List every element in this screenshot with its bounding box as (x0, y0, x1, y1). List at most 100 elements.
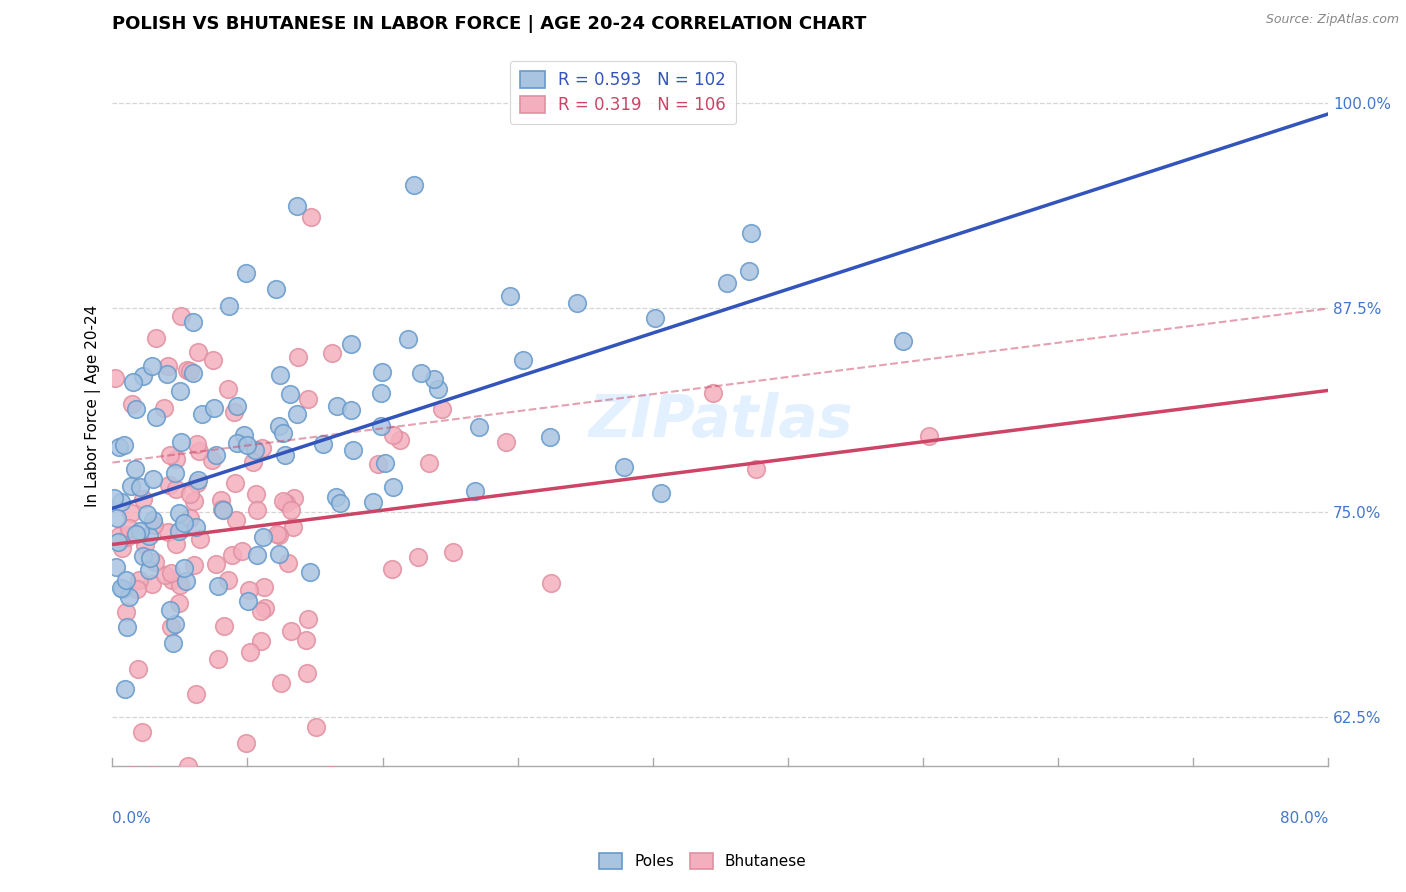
Point (204, 448, 226, 462)
Point (179, 511, 201, 525)
Point (118, 520, 141, 534)
Point (107, 440, 129, 454)
Point (188, 532, 211, 546)
Point (294, 633, 316, 648)
Point (246, 549, 269, 563)
Point (891, 334, 914, 349)
Point (267, 547, 290, 561)
Point (225, 436, 247, 450)
Point (138, 550, 160, 565)
Point (225, 513, 247, 527)
Point (105, 510, 128, 524)
Point (124, 527, 146, 541)
Point (111, 541, 134, 555)
Point (104, 371, 127, 385)
Point (135, 508, 157, 522)
Point (132, 549, 155, 563)
Point (179, 486, 201, 500)
Point (644, 311, 666, 326)
Point (202, 401, 225, 415)
Point (155, 567, 177, 582)
Point (167, 596, 190, 610)
Point (370, 419, 392, 434)
Point (371, 365, 394, 379)
Point (468, 420, 491, 434)
Point (157, 478, 180, 492)
Point (131, 724, 153, 739)
Point (165, 452, 187, 467)
Point (122, 375, 145, 389)
Point (209, 492, 232, 507)
Point (254, 601, 277, 615)
Point (187, 473, 209, 487)
Point (112, 438, 135, 452)
Point (280, 503, 302, 517)
Point (165, 617, 187, 632)
Point (179, 364, 201, 378)
Point (224, 404, 246, 418)
Point (129, 480, 152, 494)
Point (295, 665, 318, 680)
Point (103, 491, 125, 505)
Point (716, 277, 738, 291)
Point (702, 386, 724, 401)
Point (267, 418, 290, 433)
Point (167, 506, 190, 520)
Point (329, 495, 352, 509)
Point (269, 528, 291, 542)
Point (117, 528, 139, 542)
Point (108, 529, 131, 543)
Point (143, 518, 166, 533)
Point (156, 524, 179, 539)
Point (181, 366, 204, 380)
Point (221, 548, 243, 562)
Text: POLISH VS BHUTANESE IN LABOR FORCE | AGE 20-24 CORRELATION CHART: POLISH VS BHUTANESE IN LABOR FORCE | AGE… (112, 15, 866, 33)
Text: Source: ZipAtlas.com: Source: ZipAtlas.com (1265, 13, 1399, 27)
Point (218, 299, 240, 313)
Point (115, 620, 138, 634)
Point (283, 491, 305, 505)
Point (441, 545, 464, 559)
Point (370, 385, 392, 400)
Point (184, 520, 207, 534)
Point (152, 401, 174, 416)
Point (169, 309, 191, 323)
Point (169, 384, 191, 398)
Text: 0.0%: 0.0% (112, 811, 152, 826)
Point (918, 429, 941, 443)
Point (217, 382, 239, 396)
Point (235, 736, 257, 750)
Point (107, 535, 129, 549)
Point (120, 506, 142, 520)
Point (299, 210, 322, 224)
Point (287, 351, 309, 365)
Point (402, 178, 425, 192)
Point (361, 495, 384, 509)
Point (142, 513, 165, 527)
Point (115, 530, 138, 544)
Point (110, 581, 132, 595)
Point (132, 491, 155, 506)
Point (114, 681, 136, 696)
Text: ZIPatlas: ZIPatlas (588, 392, 852, 449)
Point (138, 563, 160, 577)
Point (280, 387, 302, 401)
Point (280, 624, 302, 638)
Point (406, 549, 429, 564)
Point (160, 573, 183, 587)
Point (134, 538, 156, 552)
Point (339, 403, 361, 417)
Point (141, 577, 163, 591)
Point (342, 442, 364, 457)
Point (176, 363, 198, 377)
Point (242, 455, 264, 469)
Point (141, 767, 163, 781)
Point (281, 520, 304, 534)
Point (183, 493, 205, 508)
Point (201, 352, 224, 367)
Point (201, 453, 224, 467)
Point (159, 620, 181, 634)
Point (238, 582, 260, 597)
Point (430, 401, 453, 416)
Point (162, 636, 184, 650)
